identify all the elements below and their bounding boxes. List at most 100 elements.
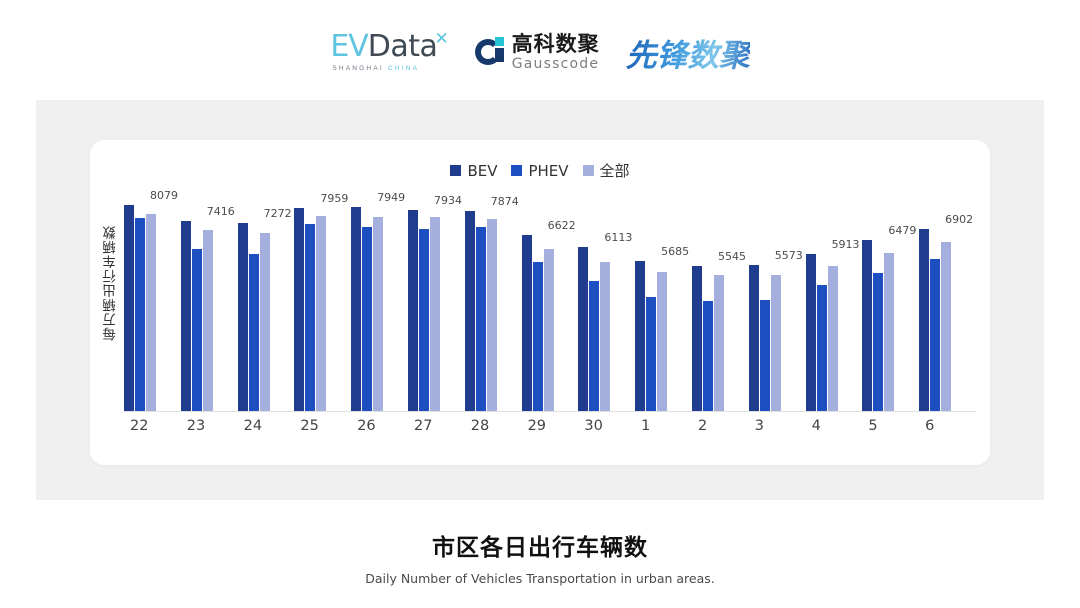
bar-group: 6902 [919,192,976,411]
bar-phev[interactable] [191,249,202,411]
bar-bev[interactable] [578,246,589,411]
bar-phev[interactable] [646,296,657,411]
bar-group: 7272 [237,192,295,411]
legend-label-total: 全部 [599,162,630,180]
evdata-ev-text: EV [330,29,368,64]
bar-total[interactable] [884,252,895,411]
bar-phev[interactable] [362,226,373,411]
x-axis-tick: 4 [811,418,821,434]
bar-phev[interactable] [475,227,486,411]
bar-total[interactable] [600,261,611,411]
bar-bev[interactable] [237,223,248,411]
x-axis-tick: 22 [130,418,149,434]
x-axis-tick: 3 [754,418,764,434]
bar-total[interactable] [202,229,213,411]
legend-swatch-phev [511,165,523,176]
bar-groups: 8079 7416 7272 7959 7949 7934 7874 6622 6113 5685… [124,189,976,411]
x-axis-labels: 22 23 24 25 26 27 28 29 30 1 2 3 4 5 6 [124,418,976,440]
legend-label-bev: BEV [467,161,498,180]
bar-phev[interactable] [305,224,316,411]
evdata-logo: EV Data ✕ SHANGHAI CHINA [330,29,449,72]
bar-group: 7959 [294,192,351,411]
bar-total[interactable] [429,217,440,411]
bar-phev[interactable] [532,261,543,411]
bar-phev[interactable] [702,300,713,411]
x-axis-tick: 28 [470,418,490,434]
legend-swatch-total [582,165,594,176]
x-axis-tick: 29 [527,418,547,434]
bar-total[interactable] [146,213,156,411]
x-axis-tick: 2 [697,418,708,434]
bar-data-label: 6902 [945,213,974,227]
bar-phev[interactable] [418,228,429,411]
bar-phev[interactable] [930,258,941,411]
logo-bar: EV Data ✕ SHANGHAI CHINA 高科数聚 Gausscode … [0,22,1080,82]
bar-bev[interactable] [862,240,873,411]
bar-bev[interactable] [521,235,532,411]
bar-total[interactable] [657,272,668,411]
bar-total[interactable] [827,266,838,411]
plot-area: 8079 7416 7272 7959 7949 7934 7874 6622 6113 5685… [124,189,976,412]
chart-legend: BEV PHEV 全部 [90,160,990,181]
bar-data-label: 5913 [831,238,860,252]
evdata-sub-shanghai: SHANGHAI [332,65,384,72]
chart-panel: BEV PHEV 全部 每万辆出行车辆数 8079 7416 7272 7959 794… [36,100,1044,500]
x-axis-tick: 5 [868,418,878,434]
bar-bev[interactable] [294,207,305,411]
bar-bev[interactable] [180,220,191,411]
bar-data-label: 6622 [547,219,576,232]
bar-group: 6622 [521,192,579,411]
bar-phev[interactable] [816,284,827,411]
xianfeng-logo: 先锋数聚 [626,30,750,75]
legend-swatch-bev [450,165,462,176]
bar-total[interactable] [373,216,384,411]
bar-data-label: 7416 [206,204,235,218]
bar-bev[interactable] [635,261,646,411]
evdata-sub-china: CHINA [387,65,420,72]
bar-group: 7416 [180,192,238,411]
bar-total[interactable] [259,233,270,411]
bar-group: 5913 [805,192,863,411]
legend-item-total[interactable]: 全部 [582,160,630,181]
x-axis-line [124,411,976,412]
gausscode-mark-icon [474,37,505,67]
bar-bev[interactable] [691,266,702,411]
legend-item-bev[interactable]: BEV [450,162,497,180]
bar-bev[interactable] [805,254,816,411]
bar-phev[interactable] [589,281,600,411]
bar-total[interactable] [713,275,724,411]
bar-bev[interactable] [748,265,759,411]
bar-bev[interactable] [351,207,362,411]
bar-bev[interactable] [124,205,134,411]
bar-total[interactable] [543,249,554,411]
bar-phev[interactable] [759,299,770,411]
bar-phev[interactable] [248,254,259,411]
gausscode-logo: 高科数聚 Gausscode [474,34,600,71]
y-axis-label-text: 每万辆出行车辆数 [103,224,118,341]
caption-title-cn: 市区各日出行车辆数 [432,534,648,560]
evdata-x-icon: ✕ [434,29,449,48]
bar-total[interactable] [770,274,781,411]
bar-total[interactable] [316,216,327,411]
x-axis-tick: 1 [641,418,651,434]
x-axis-tick: 30 [584,418,603,434]
bar-bev[interactable] [464,211,475,411]
bar-data-label: 5573 [774,249,803,263]
bar-data-label: 5545 [717,250,746,264]
bar-group: 6479 [862,192,919,411]
bar-group: 7874 [464,192,522,411]
bar-group: 8079 [124,189,181,411]
bar-total[interactable] [486,218,497,411]
legend-item-phev[interactable]: PHEV [511,161,569,180]
bar-data-label: 6113 [604,230,633,244]
bar-phev[interactable] [135,217,145,411]
bar-bev[interactable] [919,229,930,411]
bar-phev[interactable] [873,272,884,411]
bar-total[interactable] [941,242,952,411]
bar-group: 5545 [691,192,749,411]
legend-label-phev: PHEV [528,161,569,180]
bar-data-label: 7874 [490,195,519,209]
bar-group: 5573 [748,192,806,411]
bar-bev[interactable] [407,209,418,411]
